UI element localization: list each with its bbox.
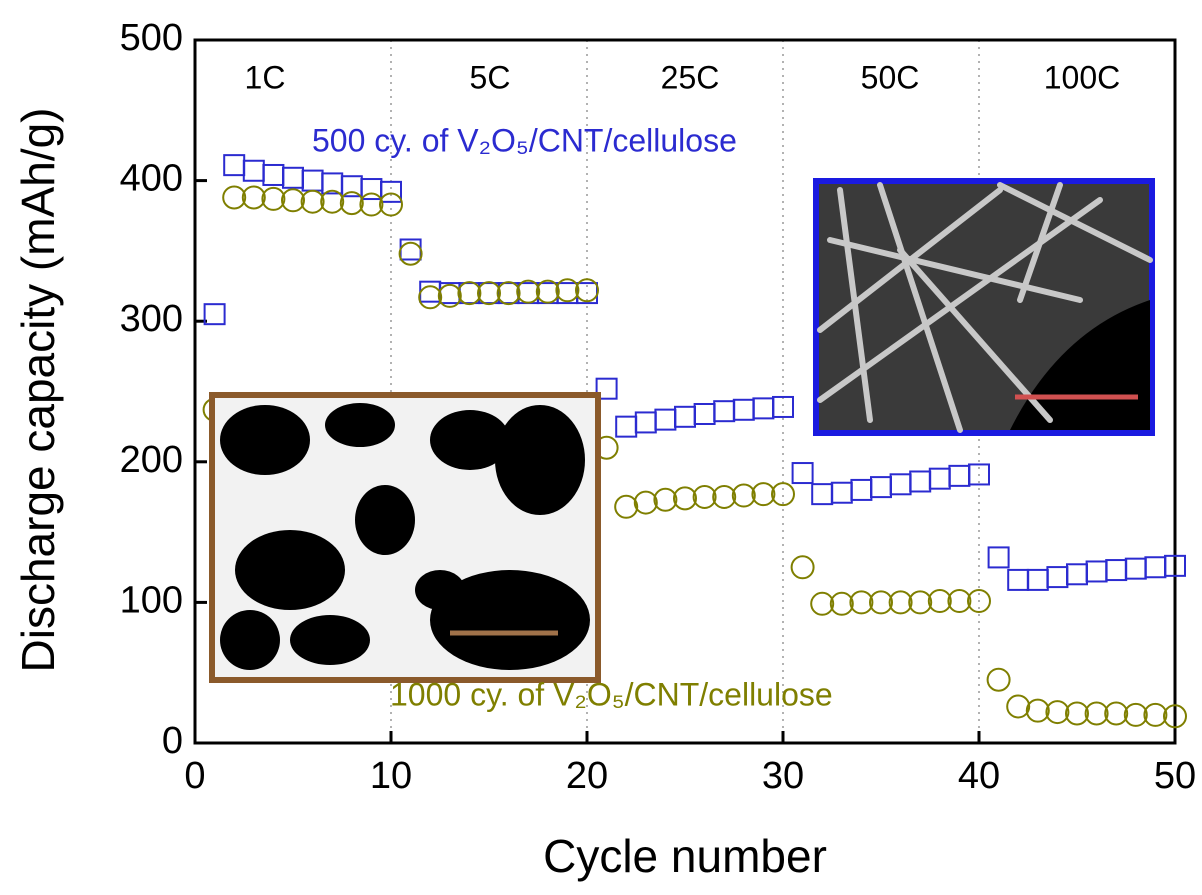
point xyxy=(792,556,814,578)
point xyxy=(851,480,871,500)
point xyxy=(1047,567,1067,587)
point xyxy=(499,283,519,303)
point xyxy=(1145,557,1165,577)
chart: 010203040500100200300400500 1C5C25C50C10… xyxy=(0,0,1202,895)
y-tick-label: 0 xyxy=(162,720,183,762)
point xyxy=(342,176,362,196)
point xyxy=(910,471,930,491)
point xyxy=(655,410,675,430)
point xyxy=(1008,570,1028,590)
rate-label: 25C xyxy=(661,59,720,95)
point xyxy=(400,243,422,265)
point xyxy=(1106,560,1126,580)
point xyxy=(636,412,656,432)
point xyxy=(988,669,1010,691)
point xyxy=(930,469,950,489)
point xyxy=(459,283,479,303)
x-axis-title: Cycle number xyxy=(543,830,827,882)
y-tick-label: 400 xyxy=(120,158,183,200)
x-tick-label: 40 xyxy=(958,755,1000,797)
y-axis-title: Discharge capacity (mAh/g) xyxy=(12,108,64,673)
point xyxy=(1087,561,1107,581)
point xyxy=(283,168,303,188)
point xyxy=(557,283,577,303)
point xyxy=(440,283,460,303)
point xyxy=(263,165,283,185)
point xyxy=(244,161,264,181)
point xyxy=(989,547,1009,567)
x-tick-label: 50 xyxy=(1154,755,1196,797)
point xyxy=(871,477,891,497)
point xyxy=(303,171,323,191)
point xyxy=(753,398,773,418)
point xyxy=(1007,695,1029,717)
point xyxy=(615,496,637,518)
rate-label: 1C xyxy=(245,59,286,95)
point xyxy=(812,484,832,504)
point xyxy=(714,401,734,421)
point xyxy=(205,304,225,324)
point xyxy=(479,283,499,303)
rate-label: 5C xyxy=(470,59,511,95)
y-tick-label: 200 xyxy=(120,439,183,481)
y-tick-label: 500 xyxy=(120,17,183,59)
x-tick-label: 10 xyxy=(370,755,412,797)
point xyxy=(420,282,440,302)
point xyxy=(734,400,754,420)
point xyxy=(616,417,636,437)
point xyxy=(891,474,911,494)
point xyxy=(1067,564,1087,584)
legend-entry: 500 cy. of V₂O₅/CNT/cellulose xyxy=(312,122,737,158)
rate-label: 100C xyxy=(1044,59,1121,95)
inset-left xyxy=(212,395,598,680)
point xyxy=(793,463,813,483)
point xyxy=(1028,570,1048,590)
legend-entry: 1000 cy. of V₂O₅/CNT/cellulose xyxy=(390,676,833,712)
point xyxy=(1126,559,1146,579)
y-tick-label: 300 xyxy=(120,298,183,340)
point xyxy=(224,155,244,175)
inset-right xyxy=(816,181,1152,433)
x-tick-label: 20 xyxy=(566,755,608,797)
x-tick-label: 0 xyxy=(184,755,205,797)
point xyxy=(773,397,793,417)
point xyxy=(695,404,715,424)
point xyxy=(949,466,969,486)
x-tick-label: 30 xyxy=(762,755,804,797)
point xyxy=(832,483,852,503)
y-tick-label: 100 xyxy=(120,579,183,621)
point xyxy=(675,407,695,427)
point xyxy=(381,182,401,202)
point xyxy=(635,492,657,514)
rate-label: 50C xyxy=(861,59,920,95)
